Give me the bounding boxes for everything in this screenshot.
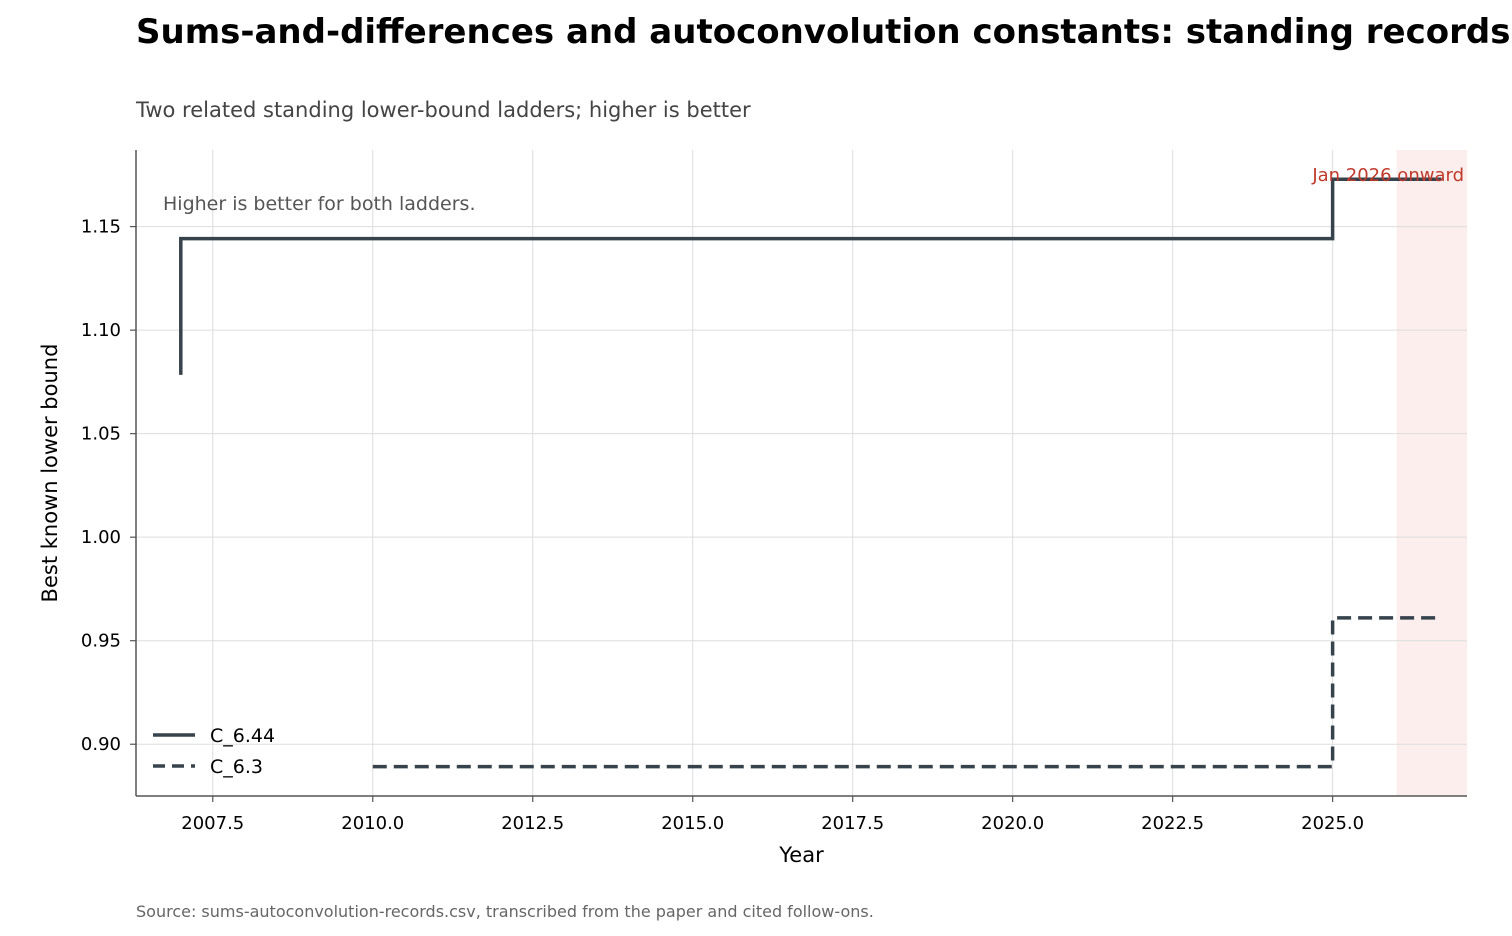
y-tick-label: 0.95: [81, 631, 121, 652]
x-tick-label: 2010.0: [341, 813, 404, 834]
chart-title: Sums-and-differences and autoconvolution…: [136, 12, 1511, 52]
y-tick-label: 1.15: [81, 217, 121, 238]
x-tick-label: 2017.5: [821, 813, 884, 834]
series-line-C_6.44: [179, 177, 1442, 375]
source-note: Source: sums-autoconvolution-records.csv…: [136, 902, 874, 921]
annotation-note: Higher is better for both ladders.: [163, 193, 475, 215]
shaded-region: [1396, 150, 1467, 796]
y-tick-label: 1.00: [81, 527, 121, 548]
x-tick-label: 2015.0: [661, 813, 724, 834]
series-line-C_6.3: [372, 616, 1442, 769]
x-tick-label: 2012.5: [501, 813, 564, 834]
y-tick-label: 1.10: [81, 320, 121, 341]
chart-subtitle: Two related standing lower-bound ladders…: [136, 98, 751, 122]
x-axis-label: Year: [778, 843, 824, 867]
legend-label-C_6.3: C_6.3: [210, 756, 263, 778]
legend-label-C_6.44: C_6.44: [210, 725, 275, 747]
x-tick-label: 2025.0: [1301, 813, 1364, 834]
y-tick-label: 1.05: [81, 424, 121, 445]
y-axis-label: Best known lower bound: [38, 344, 62, 603]
y-tick-label: 0.90: [81, 734, 121, 755]
shaded-region-label: Jan 2026 onward: [1311, 165, 1464, 186]
x-tick-label: 2020.0: [981, 813, 1044, 834]
x-tick-label: 2022.5: [1141, 813, 1204, 834]
x-tick-label: 2007.5: [181, 813, 244, 834]
